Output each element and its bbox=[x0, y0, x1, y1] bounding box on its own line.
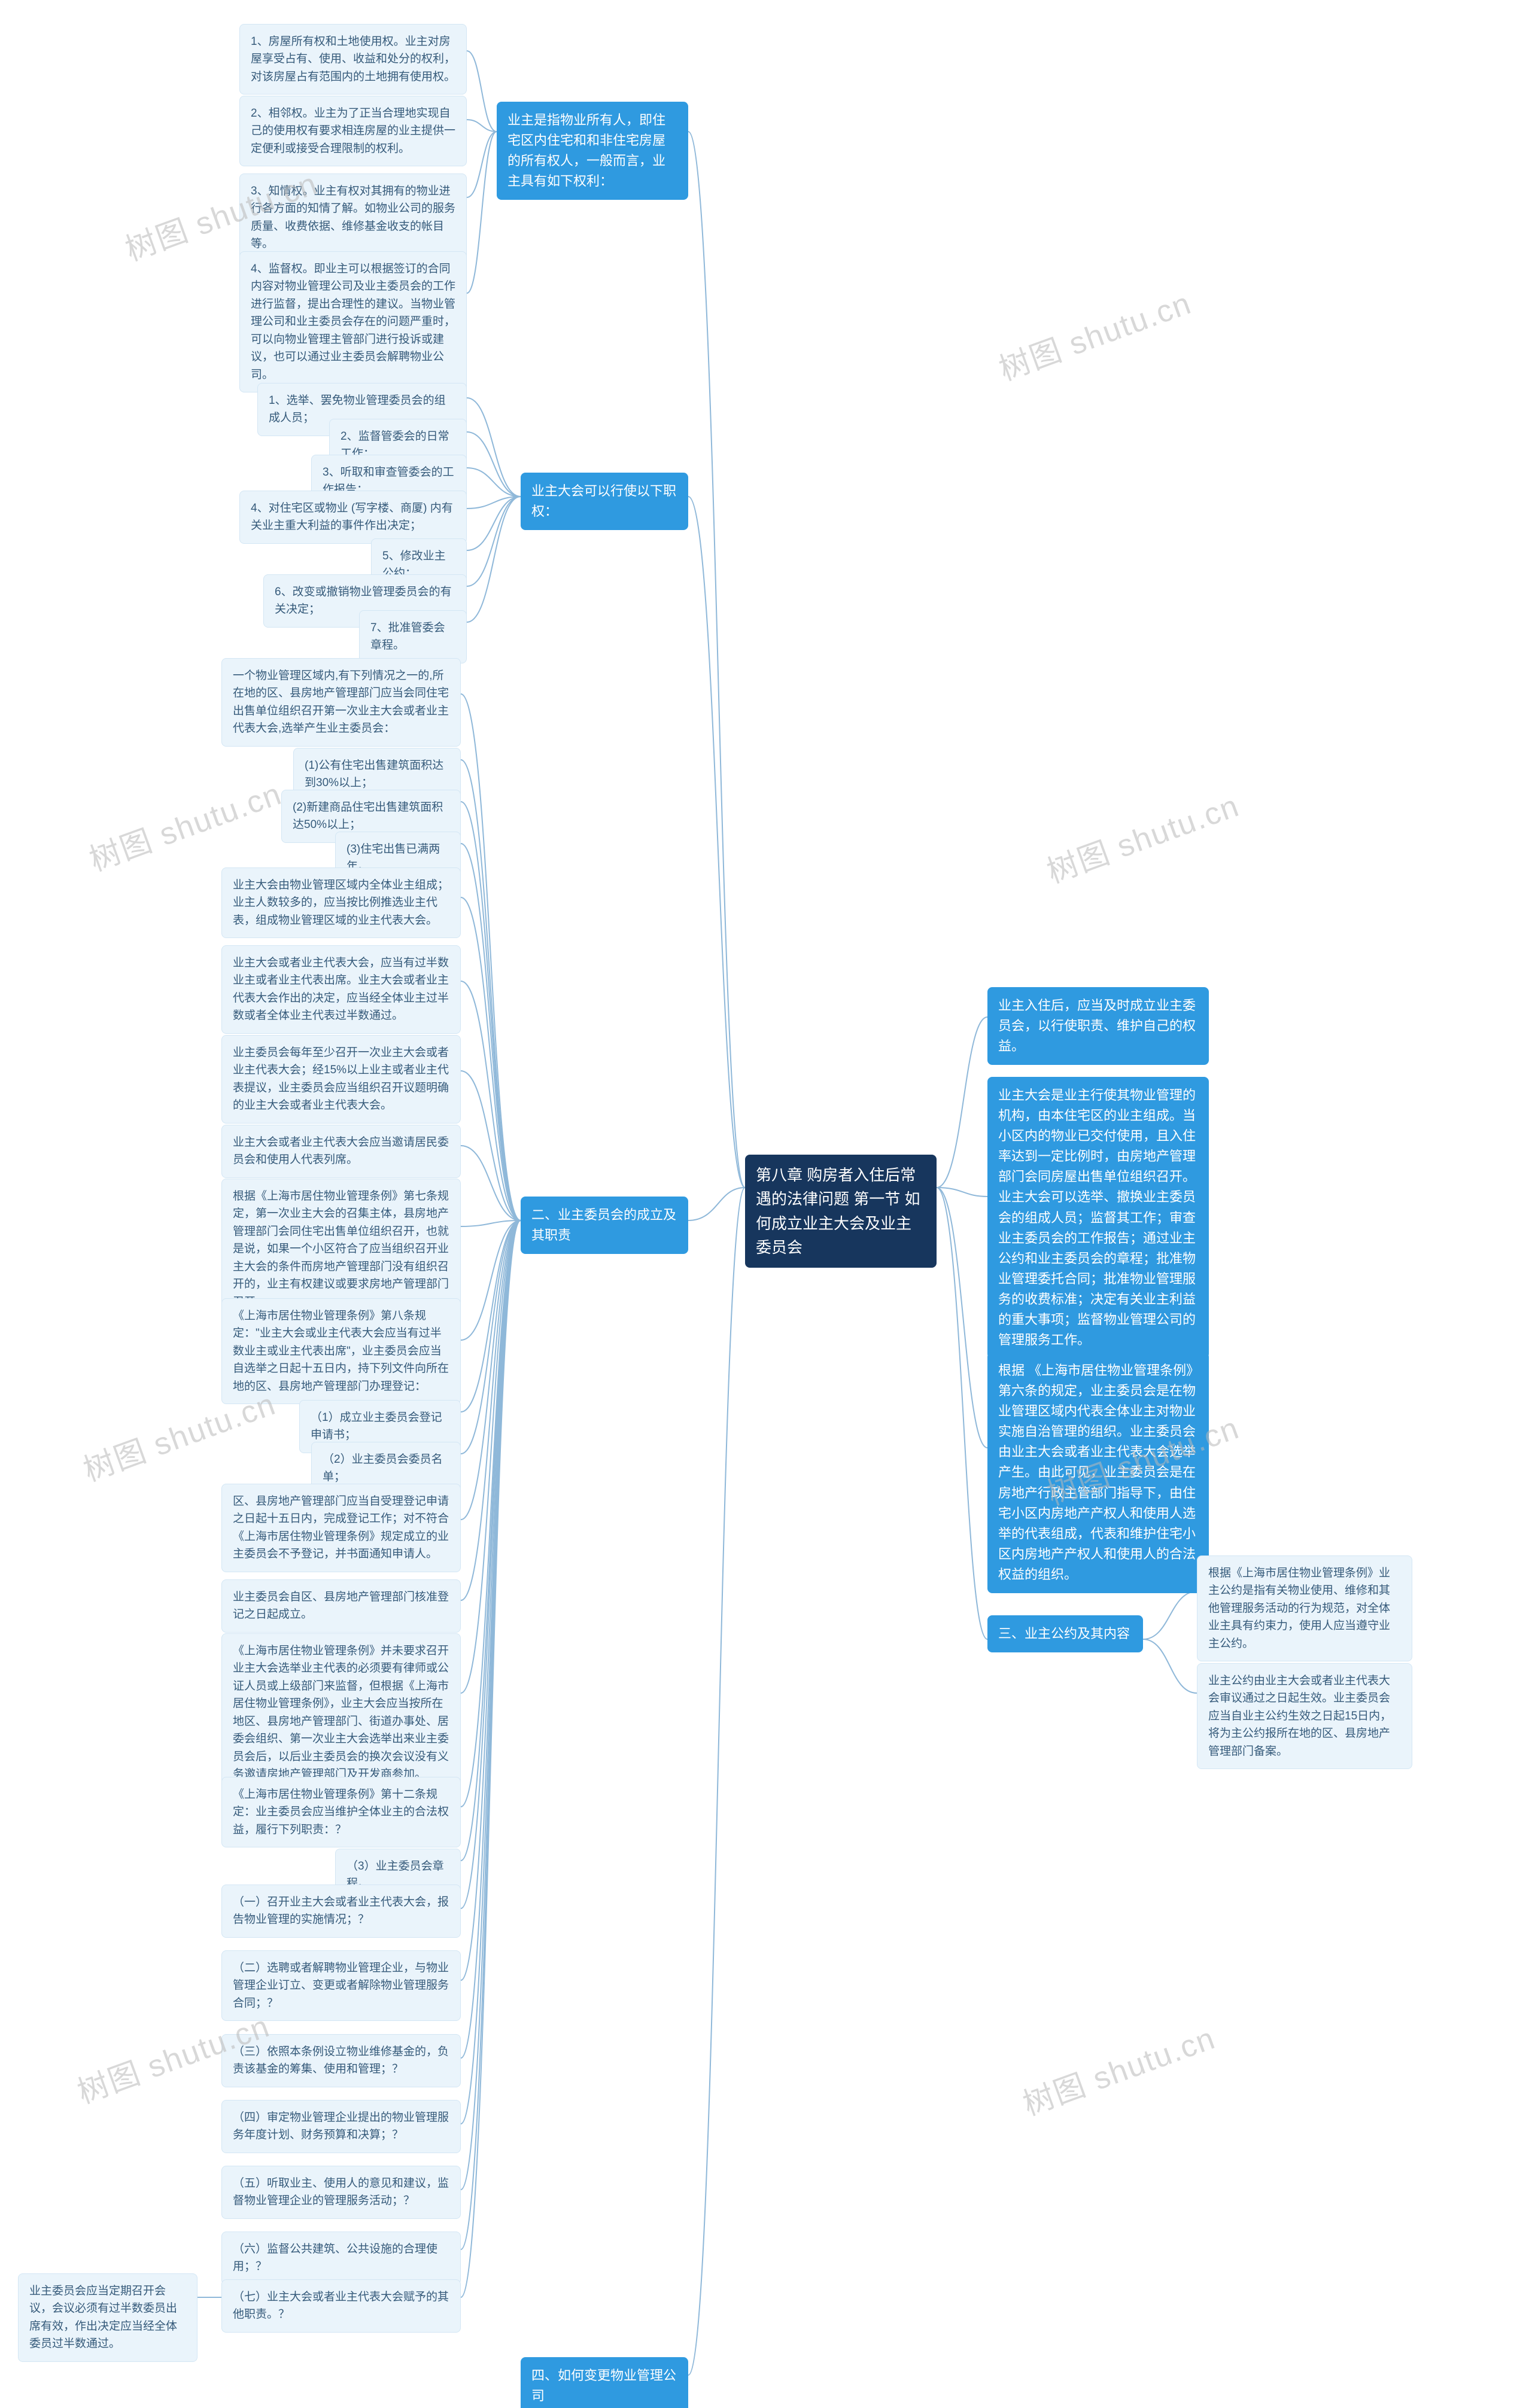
left2-child-3: 4、对住宅区或物业 (写字楼、商厦) 内有关业主重大利益的事件作出决定； bbox=[239, 491, 467, 544]
left3-child-20: （四）审定物业管理企业提出的物业管理服务年度计划、财务预算和决算；？ bbox=[221, 2100, 461, 2153]
right-3-child-1: 业主公约由业主大会或者业主代表大会审议通过之日起生效。业主委员会应当自业主公约生… bbox=[1197, 1663, 1412, 1769]
left-cat-owner-rights: 业主是指物业所有人，即住宅区内住宅和和非住宅房屋的所有权人，一般而言，业主具有如… bbox=[497, 102, 688, 200]
left2-child-6: 7、批准管委会章程。 bbox=[359, 610, 467, 663]
left-cat-assembly-powers: 业主大会可以行使以下职权： bbox=[521, 473, 688, 530]
left3-child-18: （二）选聘或者解聘物业管理企业，与物业管理企业订立、变更或者解除物业管理服务合同… bbox=[221, 1950, 461, 2021]
left3-child-7: 业主大会或者业主代表大会应当邀请居民委员会和使用人代表列席。 bbox=[221, 1125, 461, 1178]
watermark-text: 树图 shutu.cn bbox=[1039, 781, 1244, 892]
left3-child-12: 区、县房地产管理部门应当自受理登记申请之日起十五日内，完成登记工作；对不符合《上… bbox=[221, 1484, 461, 1572]
watermark-text: 树图 shutu.cn bbox=[82, 769, 287, 880]
left-cat-committee: 二、业主委员会的成立及其职责 bbox=[521, 1197, 688, 1254]
right-intro-a: 业主入住后，应当及时成立业主委员会，以行使职责、维护自己的权益。 bbox=[987, 987, 1209, 1065]
right-intro-b: 业主大会是业主行使其物业管理的机构，由本住宅区的业主组成。当小区内的物业已交付使… bbox=[987, 1077, 1209, 1359]
left3-child-6: 业主委员会每年至少召开一次业主大会或者业主代表大会；经15%以上业主或者业主代表… bbox=[221, 1035, 461, 1124]
left3-child-22: （六）监督公共建筑、公共设施的合理使用；？ bbox=[221, 2232, 461, 2285]
left3-child-19: （三）依照本条例设立物业维修基金的，负责该基金的筹集、使用和管理；？ bbox=[221, 2034, 461, 2087]
left3-child-21: （五）听取业主、使用人的意见和建议，监督物业管理企业的管理服务活动；？ bbox=[221, 2166, 461, 2219]
watermark-text: 树图 shutu.cn bbox=[992, 278, 1196, 389]
right-section-3: 三、业主公约及其内容 bbox=[987, 1615, 1143, 1652]
left3-child-0: 一个物业管理区域内,有下列情况之一的,所在地的区、县房地产管理部门应当会同住宅出… bbox=[221, 658, 461, 747]
left3-extra: 业主委员会应当定期召开会议，会议必须有过半数委员出席有效，作出决定应当经全体委员… bbox=[18, 2273, 197, 2362]
left1-child-3: 4、监督权。即业主可以根据签订的合同内容对物业管理公司及业主委员会的工作进行监督… bbox=[239, 251, 467, 392]
left3-child-9: 《上海市居住物业管理条例》第八条规定："业主大会或业主代表大会应当有过半数业主或… bbox=[221, 1298, 461, 1404]
left3-child-17: （一）召开业主大会或者业主代表大会，报告物业管理的实施情况；？ bbox=[221, 1885, 461, 1938]
left3-child-23: （七）业主大会或者业主代表大会赋予的其他职责。？ bbox=[221, 2279, 461, 2333]
left3-child-5: 业主大会或者业主代表大会，应当有过半数业主或者业主代表出席。业主大会或者业主代表… bbox=[221, 945, 461, 1034]
root-node: 第八章 购房者入住后常遇的法律问题 第一节 如何成立业主大会及业主委员会 bbox=[745, 1155, 937, 1268]
left3-child-15: 《上海市居住物业管理条例》第十二条规定：业主委员会应当维护全体业主的合法权益，履… bbox=[221, 1777, 461, 1847]
left3-child-13: 业主委员会自区、县房地产管理部门核准登记之日起成立。 bbox=[221, 1579, 461, 1633]
right-3-child-0: 根据《上海市居住物业管理条例》业主公约是指有关物业使用、维修和其他管理服务活动的… bbox=[1197, 1555, 1412, 1661]
left3-child-14: 《上海市居住物业管理条例》并未要求召开业主大会选举业主代表的必须要有律师或公证人… bbox=[221, 1633, 461, 1792]
left-cat-change-company: 四、如何变更物业管理公司 bbox=[521, 2357, 688, 2408]
right-intro-c: 根据 《上海市居住物业管理条例》第六条的规定，业主委员会是在物业管理区域内代表全… bbox=[987, 1352, 1209, 1593]
watermark-text: 树图 shutu.cn bbox=[1016, 2013, 1220, 2124]
left3-child-4: 业主大会由物业管理区域内全体业主组成；业主人数较多的，应当按比例推选业主代表，组… bbox=[221, 867, 461, 938]
left1-child-0: 1、房屋所有权和土地使用权。业主对房屋享受占有、使用、收益和处分的权利，对该房屋… bbox=[239, 24, 467, 95]
left1-child-2: 3、知情权。业主有权对其拥有的物业进行各方面的知情了解。如物业公司的服务质量、收… bbox=[239, 173, 467, 262]
left1-child-1: 2、相邻权。业主为了正当合理地实现自己的使用权有要求相连房屋的业主提供一定便利或… bbox=[239, 96, 467, 166]
